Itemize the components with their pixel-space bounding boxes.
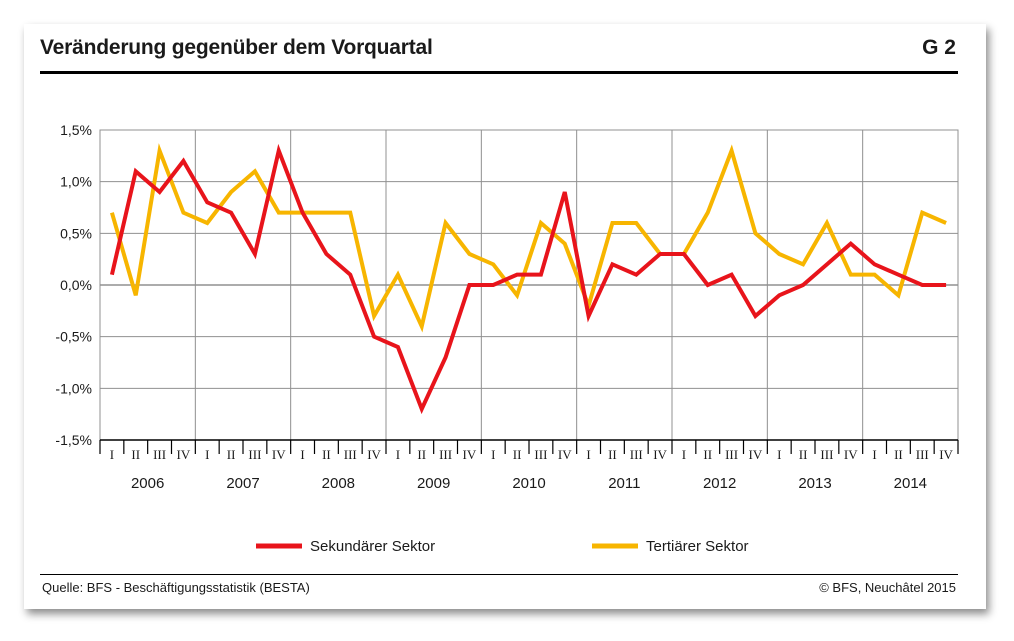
x-tick-label-year: 2013	[798, 475, 831, 492]
x-tick-label-quarter: IV	[749, 447, 763, 462]
x-tick-label-quarter: III	[439, 447, 452, 462]
x-tick-label-quarter: II	[513, 447, 522, 462]
x-tick-label-quarter: II	[608, 447, 617, 462]
x-tick-label-quarter: IV	[558, 447, 572, 462]
x-tick-label-quarter: I	[872, 447, 876, 462]
chart-title: Veränderung gegenüber dem Vorquartal	[40, 36, 433, 59]
x-tick-label-quarter: II	[703, 447, 712, 462]
x-tick-label-quarter: I	[205, 447, 209, 462]
x-tick-label-quarter: III	[153, 447, 166, 462]
y-tick-label: -0,5%	[55, 329, 92, 345]
chart-frame: Veränderung gegenüber dem Vorquartal G 2…	[24, 24, 986, 609]
x-tick-label-year: 2008	[322, 475, 355, 492]
x-tick-label-quarter: III	[916, 447, 929, 462]
y-tick-label: -1,0%	[55, 380, 92, 396]
footer-rule	[40, 574, 958, 575]
x-tick-label-quarter: I	[682, 447, 686, 462]
legend-label: Sekundärer Sektor	[310, 538, 435, 555]
x-tick-label-quarter: I	[586, 447, 590, 462]
y-tick-label: 1,0%	[60, 174, 92, 190]
x-tick-label-quarter: I	[300, 447, 304, 462]
x-tick-label-quarter: III	[630, 447, 643, 462]
x-tick-label-year: 2009	[417, 475, 450, 492]
source-note: Quelle: BFS - Beschäftigungsstatistik (B…	[42, 580, 310, 595]
y-tick-label: 0,5%	[60, 225, 92, 241]
x-tick-label-quarter: III	[344, 447, 357, 462]
x-tick-label-year: 2006	[131, 475, 164, 492]
line-chart: 1,5%1,0%0,5%0,0%-0,5%-1,0%-1,5% I II III IV…	[55, 122, 959, 555]
x-tick-label-quarter: II	[322, 447, 331, 462]
x-tick-label-year: 2014	[894, 475, 927, 492]
x-tick-label-year: 2012	[703, 475, 736, 492]
x-tick-label-quarter: III	[534, 447, 547, 462]
y-tick-label: 1,5%	[60, 122, 92, 138]
x-tick-label-quarter: IV	[463, 447, 477, 462]
series-lines	[109, 143, 947, 415]
grid	[99, 129, 959, 441]
x-tick-label-quarter: III	[248, 447, 261, 462]
y-axis: 1,5% 1,0% 0,5% 0,0% -0,5% -1,0% -1,5%	[55, 122, 92, 448]
y-tick-label: -1,5%	[55, 432, 92, 448]
x-tick-label-quarter: IV	[367, 447, 381, 462]
copyright-note: © BFS, Neuchâtel 2015	[819, 580, 956, 595]
x-tick-label-year: 2007	[226, 475, 259, 492]
series-line-sekundaer	[109, 143, 947, 415]
x-tick-label-quarter: IV	[272, 447, 286, 462]
series-line-tertiaer	[109, 143, 947, 333]
x-tick-label-quarter: IV	[653, 447, 667, 462]
x-tick-label-quarter: IV	[844, 447, 858, 462]
x-tick-label-quarter: II	[417, 447, 426, 462]
x-tick-label-quarter: II	[894, 447, 903, 462]
x-tick-label-quarter: IV	[177, 447, 191, 462]
x-tick-label-year: 2010	[512, 475, 545, 492]
x-tick-label-quarter: II	[799, 447, 808, 462]
x-tick-label-quarter: I	[396, 447, 400, 462]
legend: Sekundärer Sektor Tertiärer Sektor	[256, 538, 749, 555]
x-axis: I II III IV I II III IV I II III IV I II III IV I II III IV…	[99, 439, 959, 492]
figure-number: G 2	[922, 36, 956, 59]
y-tick-label: 0,0%	[60, 277, 92, 293]
title-rule	[40, 71, 958, 74]
x-tick-label-quarter: II	[131, 447, 140, 462]
x-tick-label-quarter: III	[820, 447, 833, 462]
x-tick-label-year: 2011	[608, 475, 640, 492]
x-tick-label-quarter: I	[110, 447, 114, 462]
x-tick-label-quarter: I	[777, 447, 781, 462]
x-tick-label-quarter: III	[725, 447, 738, 462]
legend-label: Tertiärer Sektor	[646, 538, 749, 555]
x-tick-label-quarter: IV	[939, 447, 953, 462]
x-tick-label-quarter: I	[491, 447, 495, 462]
x-tick-label-quarter: II	[227, 447, 236, 462]
